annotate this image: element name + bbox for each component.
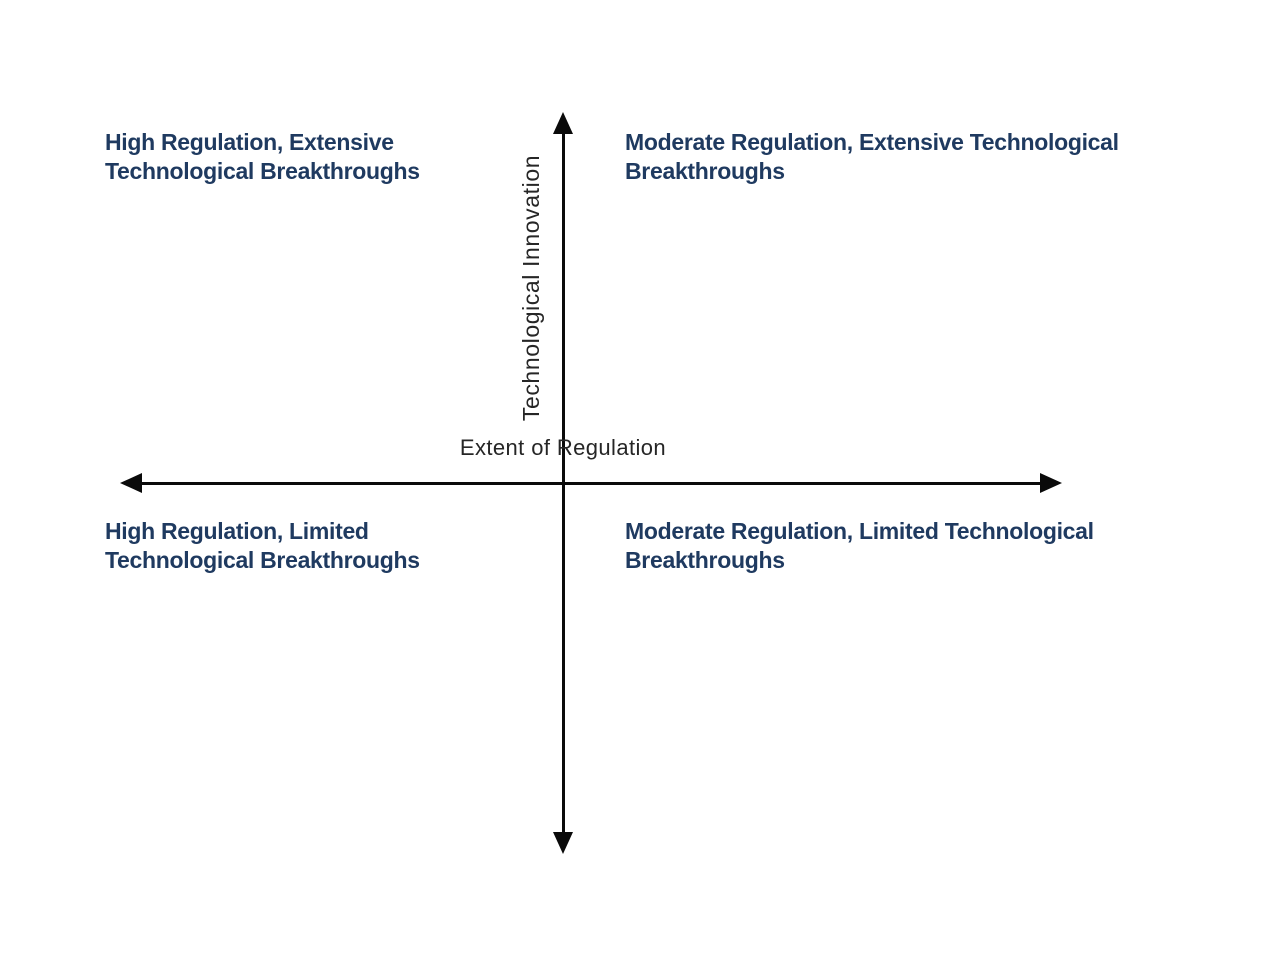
quadrant-label-bottom-right-line1: Moderate Regulation, Limited Technologic…: [625, 518, 1094, 544]
x-axis-line: [136, 482, 1044, 485]
quadrant-label-top-right: Moderate Regulation, Extensive Technolog…: [625, 128, 1119, 186]
arrowhead-left-icon: [120, 473, 142, 493]
y-axis-line: [562, 130, 565, 836]
x-axis-label: Extent of Regulation: [459, 435, 667, 460]
arrowhead-right-icon: [1040, 473, 1062, 493]
quadrant-label-top-left-line1: High Regulation, Extensive: [105, 129, 394, 155]
quadrant-label-bottom-left: High Regulation, Limited Technological B…: [105, 517, 420, 575]
quadrant-label-top-right-line1: Moderate Regulation, Extensive Technolog…: [625, 129, 1119, 155]
quadrant-label-bottom-left-line1: High Regulation, Limited: [105, 518, 369, 544]
quadrant-label-bottom-right: Moderate Regulation, Limited Technologic…: [625, 517, 1094, 575]
quadrant-label-bottom-right-line2: Breakthroughs: [625, 547, 785, 573]
arrowhead-up-icon: [553, 112, 573, 134]
quadrant-label-top-left: High Regulation, Extensive Technological…: [105, 128, 420, 186]
quadrant-label-bottom-left-line2: Technological Breakthroughs: [105, 547, 420, 573]
arrowhead-down-icon: [553, 832, 573, 854]
y-axis-label: Technological Innovation: [518, 154, 544, 422]
quadrant-label-top-right-line2: Breakthroughs: [625, 158, 785, 184]
quadrant-label-top-left-line2: Technological Breakthroughs: [105, 158, 420, 184]
